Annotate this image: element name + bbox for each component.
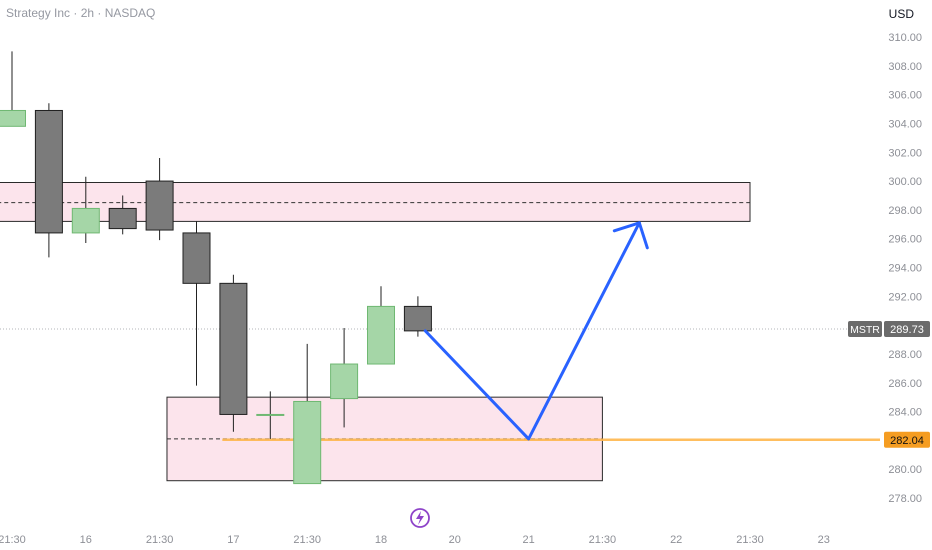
x-tick-label: 21:30 — [589, 534, 617, 546]
candle-body — [108, 207, 137, 230]
candle-body — [219, 282, 248, 415]
x-tick-label: 17 — [227, 534, 239, 546]
candle-body — [256, 413, 285, 416]
y-tick-label: 278.00 — [888, 493, 922, 505]
y-tick-label: 284.00 — [888, 407, 922, 419]
candle-body — [330, 363, 359, 400]
last-price-badge — [884, 321, 930, 338]
candle-body — [0, 109, 26, 127]
candle-body — [71, 207, 100, 234]
y-tick-label: 300.00 — [888, 176, 922, 188]
y-tick-label: 286.00 — [888, 378, 922, 390]
y-tick-label: 280.00 — [888, 464, 922, 476]
lightning-bolt-icon — [416, 511, 424, 525]
labels-layer: MSTR 289.73 282.04 — [848, 321, 930, 448]
y-tick-label: 306.00 — [888, 90, 922, 102]
level-label: 282.04 — [890, 435, 924, 447]
candles-layer — [0, 51, 432, 485]
chart-title: Strategy Inc · 2h · NASDAQ — [6, 6, 156, 20]
projection-layer — [423, 221, 649, 441]
x-tick-label: 18 — [375, 534, 387, 546]
y-tick-label: 308.00 — [888, 61, 922, 73]
y-tick-label: 298.00 — [888, 205, 922, 217]
x-tick-label: 21:30 — [293, 534, 321, 546]
y-tick-label: 296.00 — [888, 234, 922, 246]
y-tick-label: 294.00 — [888, 263, 922, 275]
y-tick-label: 304.00 — [888, 118, 922, 130]
y-tick-label: 310.00 — [888, 32, 922, 44]
x-tick-label: 22 — [670, 534, 682, 546]
level-layer — [0, 328, 880, 442]
x-tick-label: 21:30 — [0, 534, 26, 546]
lightning-logo-icon — [410, 508, 430, 528]
x-tick-label: 16 — [80, 534, 92, 546]
candle-body — [403, 305, 432, 332]
candle-body — [367, 305, 395, 365]
projection-arrow — [423, 221, 641, 441]
candle-body — [293, 400, 322, 485]
logo-layer — [410, 508, 430, 528]
symbol-badge — [848, 321, 882, 338]
candle-body — [34, 109, 63, 234]
x-tick-label: 21 — [522, 534, 534, 546]
candle-body — [145, 180, 174, 231]
level-badge — [884, 431, 930, 448]
symbol-label: MSTR — [850, 324, 880, 336]
y-tick-label: 302.00 — [888, 147, 922, 159]
last-price-label: 289.73 — [890, 324, 924, 336]
x-tick-label: 23 — [818, 534, 830, 546]
x-tick-label: 21:30 — [146, 534, 174, 546]
candle-body — [182, 232, 211, 284]
axes-layer: 310.00 308.00 306.00 304.00 302.00 300.00 298.… — [0, 32, 922, 546]
currency-label[interactable]: USD — [888, 7, 914, 21]
arrow-head — [612, 221, 649, 250]
y-tick-label: 292.00 — [888, 291, 922, 303]
x-tick-label: 20 — [449, 534, 461, 546]
x-tick-label: 21:30 — [736, 534, 764, 546]
y-tick-label: 288.00 — [888, 349, 922, 361]
